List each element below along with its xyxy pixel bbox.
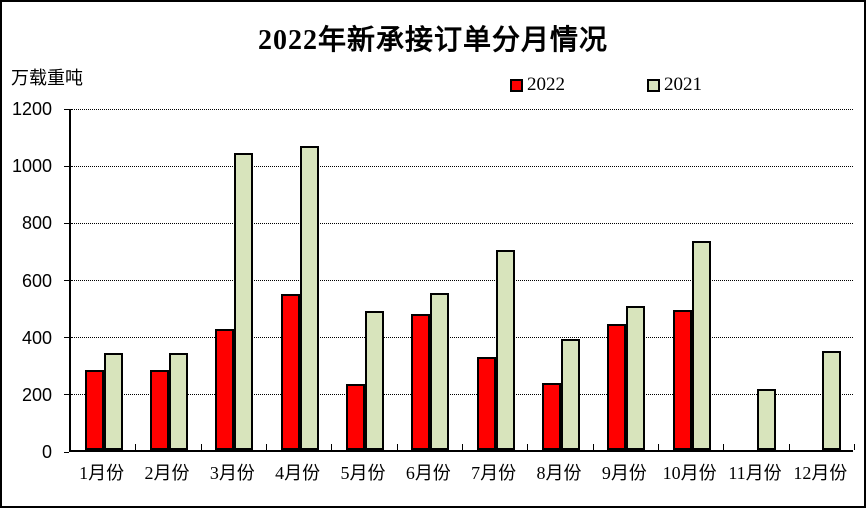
bar-2021-month-11 xyxy=(757,388,776,450)
bar-2022-month-9 xyxy=(607,324,627,450)
x-axis-label-month-2: 2月份 xyxy=(144,463,190,483)
bar-2021-month-3 xyxy=(234,152,254,450)
x-axis-label-month-3: 3月份 xyxy=(209,463,255,483)
gridline-1200 xyxy=(71,108,853,110)
bar-2022-month-4 xyxy=(280,294,300,450)
x-axis-tick-6 xyxy=(462,444,463,450)
x-axis-tick-10 xyxy=(723,444,725,450)
bar-2022-month-6 xyxy=(411,314,431,450)
x-axis-label-month-9: 9月份 xyxy=(601,463,647,483)
y-axis-label-800: 800 xyxy=(21,213,52,234)
y-axis-label-0: 0 xyxy=(41,442,52,462)
bar-2022-month-10 xyxy=(672,309,692,450)
x-axis-label-month-7: 7月份 xyxy=(471,463,517,483)
bar-2022-month-8 xyxy=(542,383,561,450)
bar-2021-month-5 xyxy=(365,311,384,450)
gridline-400 xyxy=(71,337,853,339)
gridline-600 xyxy=(71,280,853,281)
y-axis-tick-600 xyxy=(64,280,69,281)
bar-2022-month-2 xyxy=(150,369,169,450)
bar-2022-month-5 xyxy=(346,384,365,450)
x-axis-label-month-6: 6月份 xyxy=(405,463,451,483)
x-axis-tick-5 xyxy=(396,444,398,450)
legend-label-2021: 2021 xyxy=(664,74,702,95)
bar-2022-month-3 xyxy=(215,328,235,450)
y-axis-tick-1200 xyxy=(64,108,69,110)
y-axis-label-200: 200 xyxy=(21,384,52,405)
gridline-800 xyxy=(71,222,853,224)
bar-2021-month-9 xyxy=(626,305,646,450)
x-axis-tick-11 xyxy=(788,444,790,450)
y-axis-tick-1000 xyxy=(64,165,69,167)
x-axis-tick-7 xyxy=(527,444,529,450)
x-axis-label-month-12: 12月份 xyxy=(793,463,848,483)
bar-2021-month-12 xyxy=(822,351,842,450)
legend-item-2022: 2022 xyxy=(510,74,565,96)
y-axis-tick-0 xyxy=(64,451,69,453)
bar-2021-month-6 xyxy=(430,292,450,450)
x-axis-label-month-4: 4月份 xyxy=(275,463,321,483)
gridline-1000 xyxy=(71,165,853,167)
x-axis-tick-9 xyxy=(658,444,659,450)
x-axis-tick-2 xyxy=(200,444,202,450)
y-axis-tick-400 xyxy=(64,337,69,339)
x-axis-label-month-8: 8月份 xyxy=(536,463,582,483)
legend-swatch-2022-icon xyxy=(510,78,523,92)
bar-2022-month-7 xyxy=(476,357,496,450)
x-axis-tick-1 xyxy=(135,444,137,450)
y-axis-tick-200 xyxy=(64,394,69,396)
y-axis-tick-800 xyxy=(64,222,69,224)
x-axis-label-month-11: 11月份 xyxy=(728,463,782,483)
bar-2021-month-8 xyxy=(561,338,580,450)
x-axis-label-month-5: 5月份 xyxy=(340,463,386,483)
legend: 2022 2021 xyxy=(510,74,702,96)
y-axis-unit-label: 万载重吨 xyxy=(11,68,83,88)
bar-2022-month-1 xyxy=(84,369,104,450)
chart-title: 2022年新承接订单分月情况 xyxy=(257,25,608,56)
plot-area xyxy=(69,108,855,452)
legend-swatch-2021-icon xyxy=(647,78,660,92)
legend-label-2022: 2022 xyxy=(527,74,565,95)
x-axis-label-month-10: 10月份 xyxy=(662,463,717,483)
x-axis-tick-3 xyxy=(266,444,267,450)
x-axis-tick-12 xyxy=(854,444,855,450)
legend-item-2021: 2021 xyxy=(647,74,702,96)
bar-2021-month-2 xyxy=(169,352,188,450)
x-axis-tick-4 xyxy=(331,444,333,450)
x-axis-tick-8 xyxy=(592,444,594,450)
bar-2021-month-1 xyxy=(103,352,123,450)
y-axis-label-600: 600 xyxy=(21,270,52,291)
y-axis-label-400: 400 xyxy=(21,327,52,348)
bar-2021-month-10 xyxy=(691,241,711,450)
y-axis-label-1000: 1000 xyxy=(11,156,52,177)
gridline-200 xyxy=(71,394,853,396)
bar-2021-month-4 xyxy=(299,145,319,450)
bar-2021-month-7 xyxy=(495,249,515,450)
x-axis-label-month-1: 1月份 xyxy=(79,463,125,483)
y-axis-label-1200: 1200 xyxy=(11,99,52,119)
